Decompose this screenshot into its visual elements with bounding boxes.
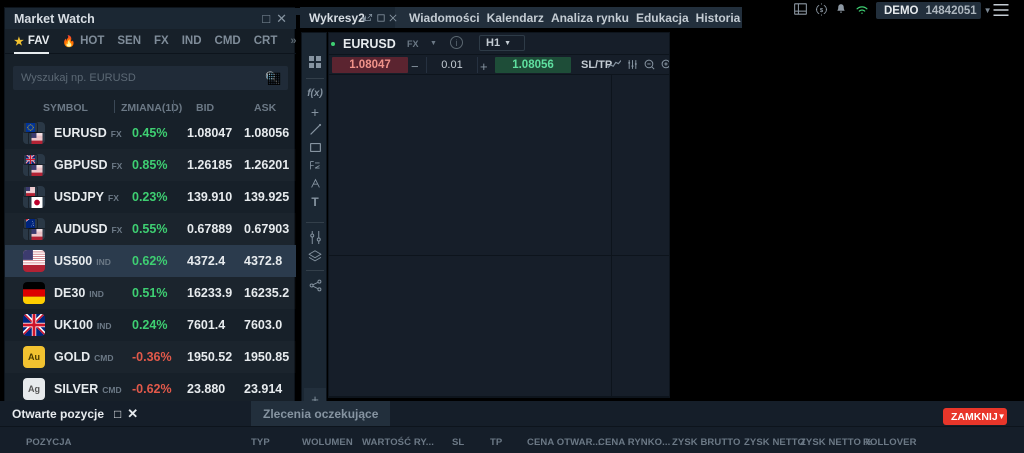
svg-text:$: $ — [820, 8, 824, 14]
